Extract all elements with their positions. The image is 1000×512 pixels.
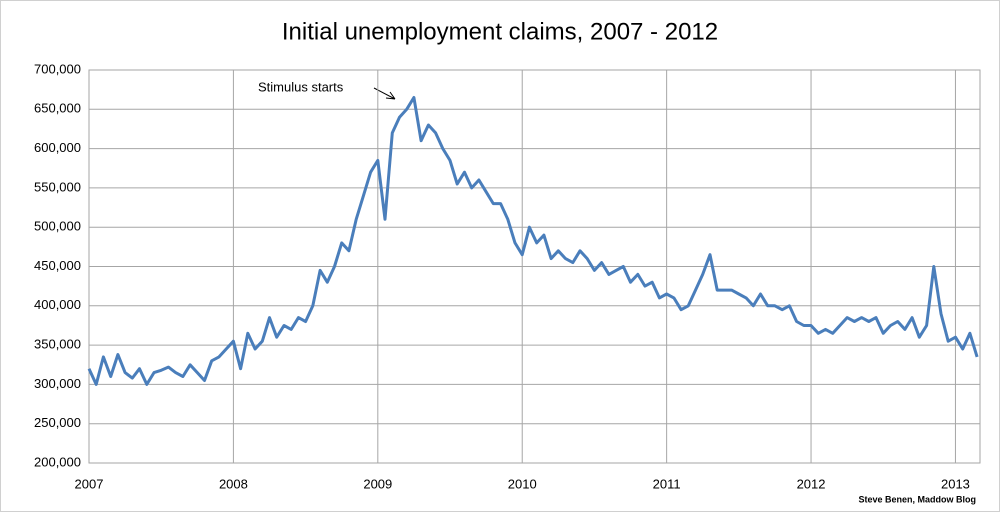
y-tick-label: 500,000 [34,219,81,234]
x-tick-label: 2007 [75,476,104,491]
y-tick-label: 250,000 [34,415,81,430]
plot-border [88,69,981,464]
x-tick-label: 2012 [797,476,826,491]
y-tick-label: 450,000 [34,258,81,273]
y-tick-label: 400,000 [34,297,81,312]
data-line [87,96,979,386]
y-tick-label: 700,000 [34,61,81,76]
x-tick-label: 2008 [219,476,248,491]
y-tick-label: 600,000 [34,140,81,155]
y-tick-label: 650,000 [34,101,81,116]
x-tick-label: 2009 [363,476,392,491]
annotation: Stimulus starts [258,79,344,94]
chart-title: Initial unemployment claims, 2007 - 2012 [282,18,718,45]
x-tick-label: 2013 [941,476,970,491]
x-tick-label: 2010 [508,476,537,491]
x-tick-label: 2011 [653,476,681,491]
y-tick-label: 350,000 [34,337,81,352]
y-tick-label: 300,000 [34,376,81,391]
source-note: Steve Benen, Maddow Blog [858,494,976,504]
y-tick-label: 200,000 [34,454,81,469]
y-tick-label: 550,000 [34,179,81,194]
